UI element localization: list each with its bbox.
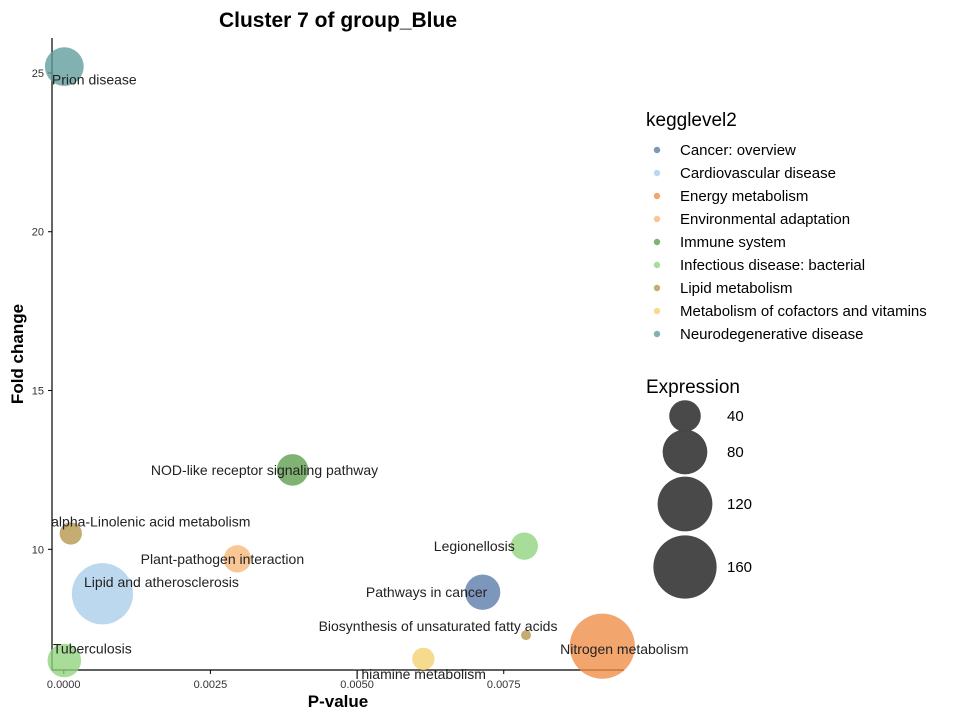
data-point-label: Nitrogen metabolism (560, 641, 688, 657)
legend-color-label: Energy metabolism (680, 188, 808, 205)
data-point (223, 545, 252, 573)
size-legend-title: Expression (646, 377, 740, 398)
data-point (59, 522, 82, 545)
legend-color-key (653, 330, 661, 338)
chart-title: Cluster 7 of group_Blue (219, 9, 457, 32)
legend-color-label: Lipid metabolism (680, 280, 793, 297)
legend-size-key (657, 476, 713, 532)
data-point-label: Tuberculosis (53, 640, 132, 656)
x-tick-label: 0.0075 (487, 679, 521, 691)
legend-color-key (653, 169, 661, 177)
data-point (276, 454, 309, 486)
legend-color-key (653, 192, 661, 200)
legend-color-label: Immune system (680, 234, 786, 251)
data-point-label: Biosynthesis of unsaturated fatty acids (319, 618, 558, 634)
legend-size-key (669, 400, 701, 432)
data-point (412, 647, 435, 671)
legend-size-key (653, 535, 717, 599)
legend-color-key (653, 146, 661, 154)
legend-color-label: Infectious disease: bacterial (680, 257, 865, 274)
legend-size-label: 160 (727, 559, 752, 576)
y-tick-label: 10 (32, 544, 44, 556)
color-legend-title: kegglevel2 (646, 110, 737, 131)
plot-area: 0.0000 0.0025 0.0050 0.0075 10 15 20 25 Prion d… (32, 38, 688, 691)
legend-color-key (653, 284, 661, 292)
x-axis-title: P-value (308, 692, 368, 711)
data-points (44, 47, 635, 679)
data-point (510, 532, 538, 560)
legend-color-label: Neurodegenerative disease (680, 326, 863, 343)
data-point (464, 574, 501, 610)
data-point (521, 630, 532, 641)
legend-size-key (662, 429, 708, 475)
legend-color-key (653, 261, 661, 269)
data-point-label: Legionellosis (434, 538, 515, 554)
legend-color-label: Cancer: overview (680, 142, 796, 159)
data-point (44, 47, 84, 86)
legend-size-label: 80 (727, 444, 744, 461)
data-point-label: Thiamine metabolism (353, 666, 486, 682)
legend-color-key (653, 307, 661, 315)
data-point (47, 643, 82, 678)
color-legend-items: Cancer: overview Cardiovascular disease En… (653, 142, 927, 343)
legend-color-key (653, 215, 661, 223)
axis-ticks: 0.0000 0.0025 0.0050 0.0075 10 15 20 25 (32, 68, 521, 691)
legend-color-label: Metabolism of cofactors and vitamins (680, 303, 927, 320)
y-tick-label: 25 (32, 68, 44, 80)
y-axis-title: Fold change (8, 304, 27, 404)
legend-color-label: Cardiovascular disease (680, 165, 836, 182)
data-point-label: Prion disease (52, 72, 137, 88)
data-point (71, 563, 134, 625)
legend-size-label: 40 (727, 408, 744, 425)
data-point (569, 613, 635, 679)
size-legend-items: 40 80 120 160 (653, 400, 752, 599)
x-tick-label: 0.0000 (47, 679, 81, 691)
legend-color-label: Environmental adaptation (680, 211, 850, 228)
x-tick-label: 0.0050 (340, 679, 374, 691)
y-tick-label: 15 (32, 386, 44, 398)
x-tick-label: 0.0025 (194, 679, 228, 691)
legend-size-label: 120 (727, 496, 752, 513)
data-point-label: Pathways in cancer (366, 584, 488, 600)
legend-color-key (653, 238, 661, 246)
data-point-labels: Prion disease NOD-like receptor signaling… (51, 72, 688, 682)
data-point-label: alpha-Linolenic acid metabolism (51, 513, 250, 529)
data-point-label: Plant-pathogen interaction (141, 551, 304, 567)
data-point-label: Lipid and atherosclerosis (84, 574, 239, 590)
y-tick-label: 20 (32, 227, 44, 239)
data-point-label: NOD-like receptor signaling pathway (151, 462, 378, 478)
legend: kegglevel2 Cancer: overview Cardiovascula… (646, 110, 927, 599)
